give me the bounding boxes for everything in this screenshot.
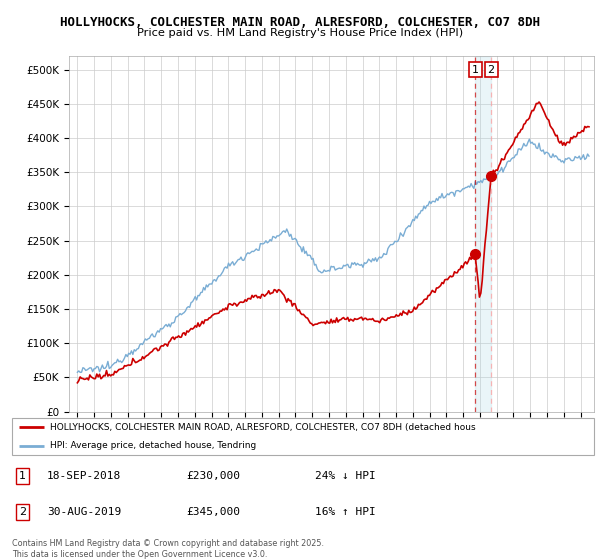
Text: 1: 1	[19, 471, 26, 481]
Text: 2: 2	[488, 64, 495, 74]
Text: Price paid vs. HM Land Registry's House Price Index (HPI): Price paid vs. HM Land Registry's House …	[137, 28, 463, 38]
Text: £230,000: £230,000	[187, 471, 241, 481]
Text: 24% ↓ HPI: 24% ↓ HPI	[314, 471, 376, 481]
Text: Contains HM Land Registry data © Crown copyright and database right 2025.
This d: Contains HM Land Registry data © Crown c…	[12, 539, 324, 559]
Text: 2: 2	[19, 507, 26, 517]
Text: 30-AUG-2019: 30-AUG-2019	[47, 507, 121, 517]
Text: HPI: Average price, detached house, Tendring: HPI: Average price, detached house, Tend…	[50, 441, 256, 450]
Bar	[475, 56, 491, 412]
FancyBboxPatch shape	[12, 418, 594, 455]
Text: 1: 1	[472, 64, 479, 74]
Text: HOLLYHOCKS, COLCHESTER MAIN ROAD, ALRESFORD, COLCHESTER, CO7 8DH (detached hous: HOLLYHOCKS, COLCHESTER MAIN ROAD, ALRESF…	[50, 423, 475, 432]
Text: £345,000: £345,000	[187, 507, 241, 517]
Text: HOLLYHOCKS, COLCHESTER MAIN ROAD, ALRESFORD, COLCHESTER, CO7 8DH: HOLLYHOCKS, COLCHESTER MAIN ROAD, ALRESF…	[60, 16, 540, 29]
Text: 16% ↑ HPI: 16% ↑ HPI	[314, 507, 376, 517]
Text: 18-SEP-2018: 18-SEP-2018	[47, 471, 121, 481]
